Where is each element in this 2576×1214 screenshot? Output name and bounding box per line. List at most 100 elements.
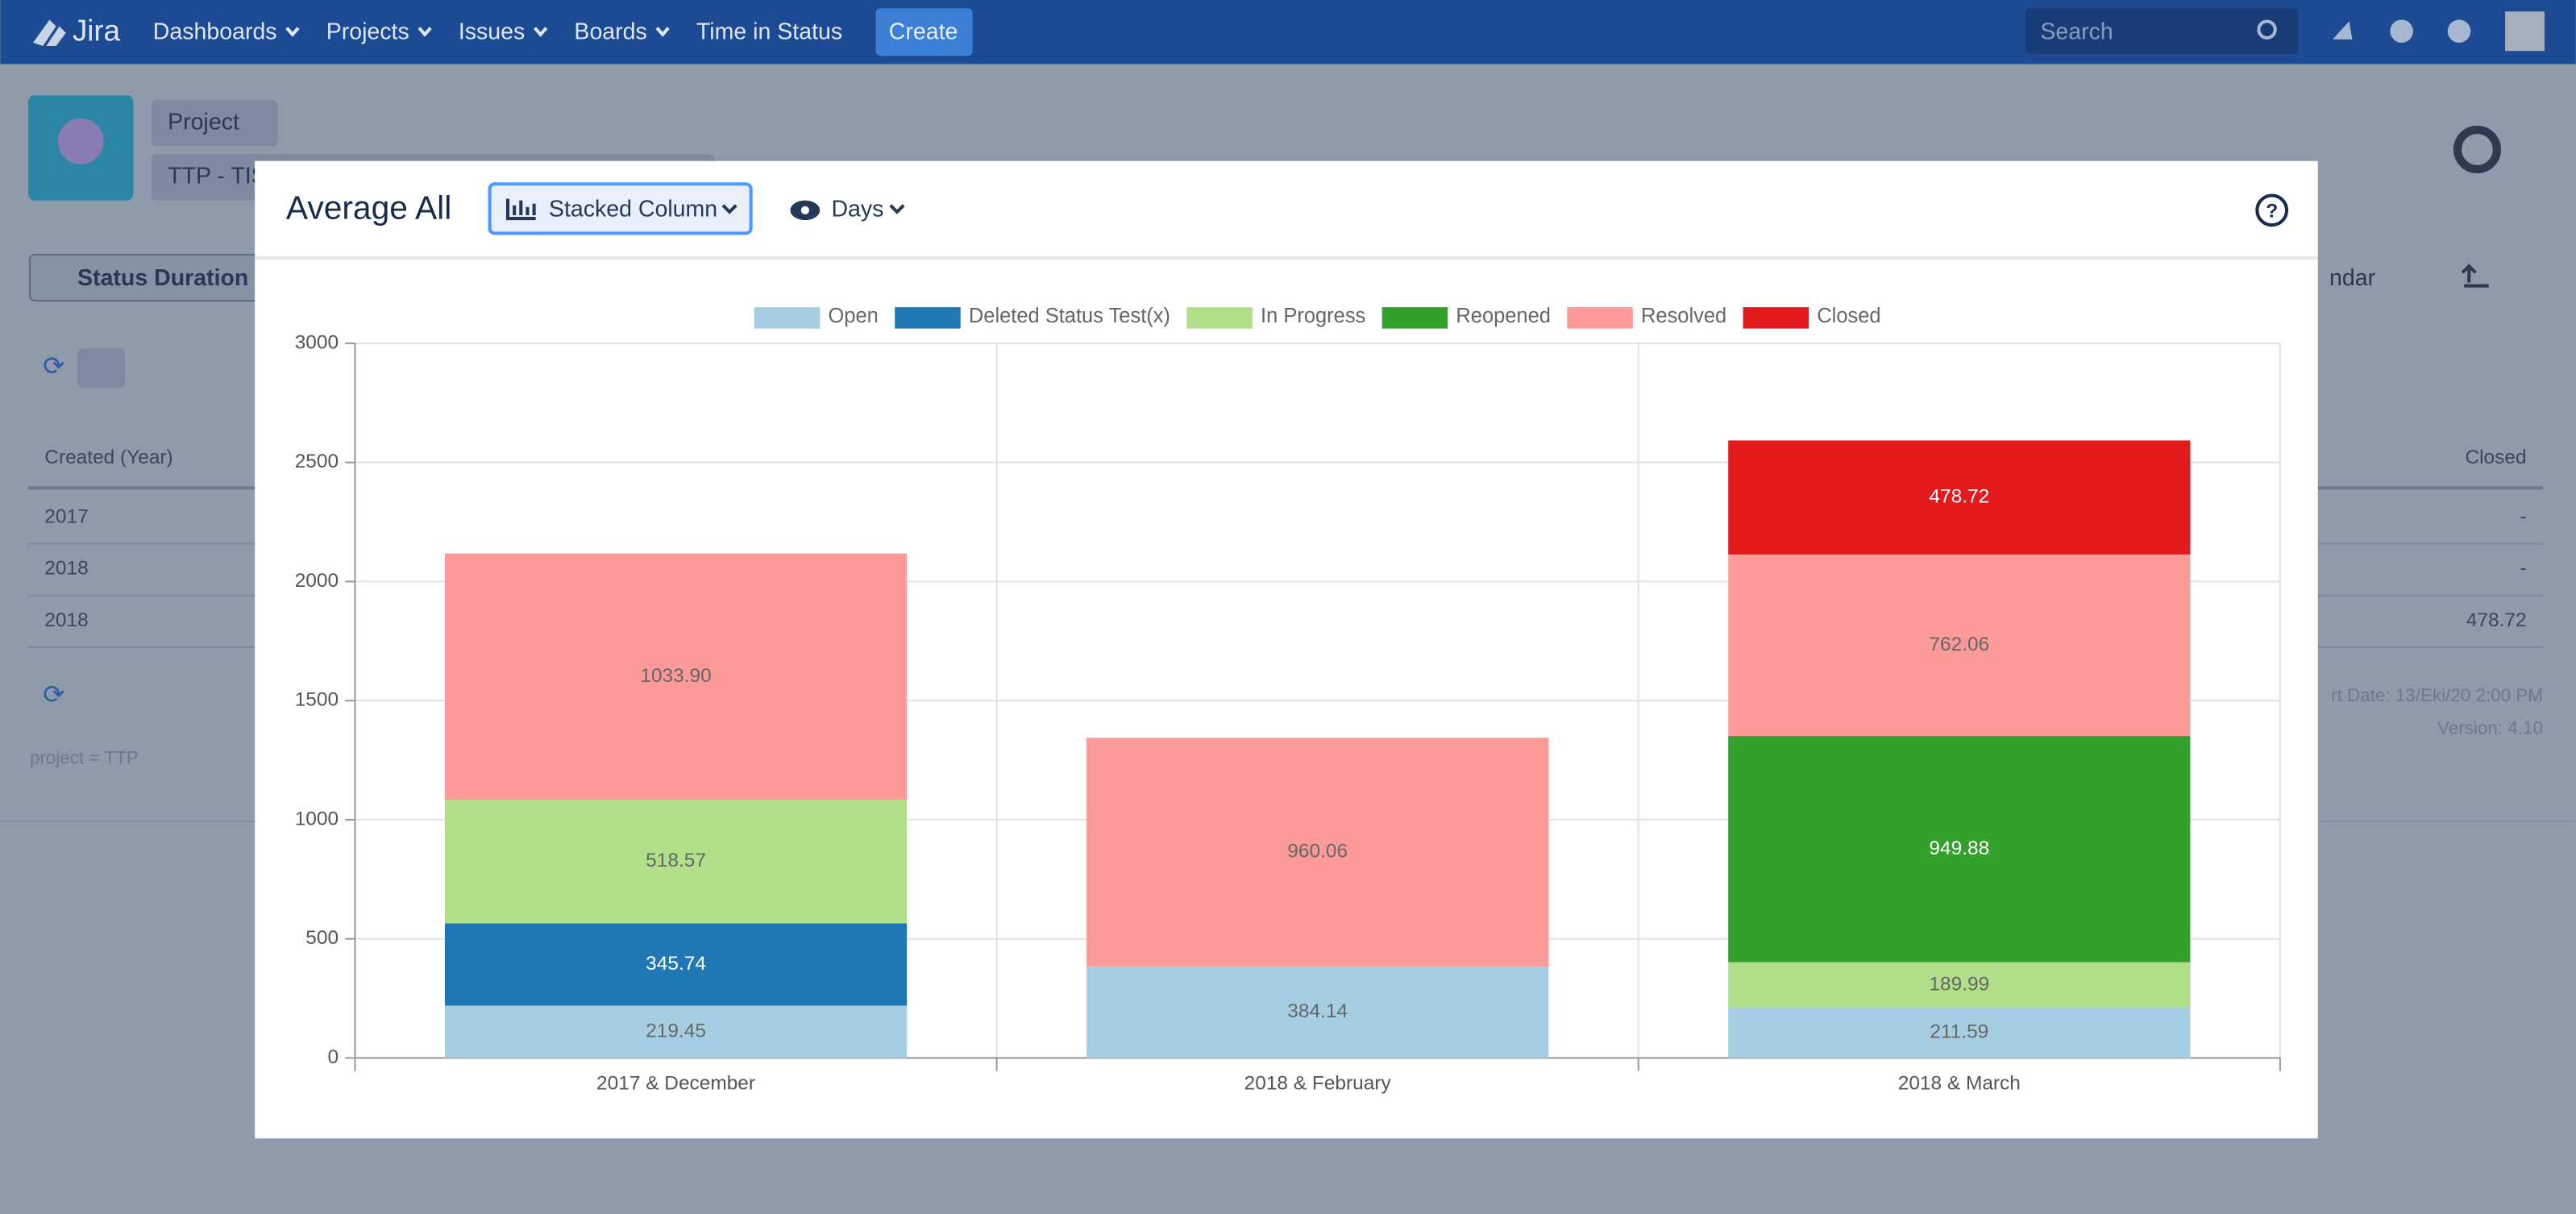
nav-item[interactable]: Issues bbox=[459, 19, 525, 44]
unit-select[interactable]: Days bbox=[831, 196, 883, 222]
bar-segment bbox=[1728, 554, 2191, 737]
status-duration-label: Status Duration bbox=[77, 265, 248, 291]
notifications-icon[interactable] bbox=[2333, 21, 2353, 39]
jira-icon[interactable] bbox=[33, 19, 66, 47]
bar-segment bbox=[444, 1005, 908, 1058]
project-button-label: Project bbox=[168, 109, 239, 135]
help-mark: ? bbox=[2266, 200, 2278, 222]
cell: 478.72 bbox=[2466, 609, 2527, 631]
value-label: 518.57 bbox=[646, 850, 706, 871]
project-avatar-art bbox=[57, 118, 104, 164]
value-label: 345.74 bbox=[646, 953, 706, 975]
column-header: Closed bbox=[2465, 447, 2526, 468]
help-icon[interactable] bbox=[2390, 19, 2413, 43]
nav-item[interactable]: Dashboards bbox=[153, 19, 277, 44]
legend-label: Reopened bbox=[1456, 305, 1551, 327]
refresh-icon[interactable]: ⟳ bbox=[43, 351, 64, 380]
legend: Open Deleted Status Test(x) In Progress Reo… bbox=[754, 305, 1881, 329]
chevron bbox=[533, 27, 548, 37]
chevron bbox=[655, 27, 670, 37]
column-header: Created (Year) bbox=[44, 447, 172, 468]
legend-label: Resolved bbox=[1641, 305, 1726, 327]
chart-type-label: Stacked Column bbox=[549, 196, 717, 222]
legend-swatch bbox=[1567, 307, 1633, 329]
value-label: 219.45 bbox=[646, 1020, 706, 1041]
y-tick-label: 1500 bbox=[295, 689, 339, 711]
x-tick-label: 2018 & February bbox=[1244, 1072, 1392, 1094]
export-icon[interactable] bbox=[2461, 264, 2489, 288]
cell: 2017 bbox=[44, 505, 88, 527]
legend-label: In Progress bbox=[1261, 305, 1365, 327]
chevron bbox=[721, 204, 737, 214]
project-button[interactable] bbox=[151, 100, 278, 147]
nav-item[interactable]: Boards bbox=[574, 19, 646, 44]
bar-segment bbox=[444, 800, 908, 924]
chart-type-select[interactable] bbox=[488, 182, 753, 235]
bar-segment bbox=[1086, 738, 1549, 967]
refresh-icon[interactable]: ⟳ bbox=[43, 680, 64, 709]
bar-segment bbox=[444, 923, 908, 1006]
chevron bbox=[285, 27, 300, 37]
value-label: 478.72 bbox=[1929, 486, 1989, 508]
chart-toggle[interactable] bbox=[77, 348, 126, 388]
project-name: TTP - TIS bbox=[168, 164, 267, 189]
value-label: 1033.90 bbox=[640, 665, 711, 687]
cell: - bbox=[2520, 558, 2526, 580]
search-placeholder: Search bbox=[2040, 19, 2113, 44]
y-tick-label: 1000 bbox=[295, 808, 339, 829]
create-button[interactable] bbox=[875, 8, 973, 56]
bar-segment bbox=[444, 553, 908, 800]
legend-label: Open bbox=[828, 305, 878, 327]
nav-item[interactable]: Projects bbox=[326, 19, 409, 44]
calendar-label: ndar bbox=[2329, 265, 2376, 291]
bar-segment bbox=[1086, 966, 1549, 1058]
legend-label: Closed bbox=[1817, 305, 1880, 327]
legend-swatch bbox=[1743, 307, 1809, 329]
gear-icon[interactable] bbox=[2453, 125, 2501, 173]
legend-label: Deleted Status Test(x) bbox=[969, 305, 1170, 327]
y-tick-label: 500 bbox=[305, 927, 339, 949]
legend-swatch bbox=[1186, 307, 1253, 329]
x-tick-label: 2017 & December bbox=[596, 1072, 755, 1094]
settings-icon[interactable] bbox=[2447, 19, 2471, 43]
avatar[interactable] bbox=[2505, 11, 2545, 52]
nav-item[interactable]: Time in Status bbox=[696, 19, 842, 44]
cell: 2018 bbox=[44, 558, 88, 580]
help-button[interactable] bbox=[2255, 193, 2289, 227]
chart: 0 500 1000 1500 2000 2500 3000 2017 & December 2… bbox=[295, 305, 2281, 1094]
y-tick-label: 0 bbox=[328, 1046, 339, 1068]
value-label: 189.99 bbox=[1929, 973, 1989, 995]
cell: 2018 bbox=[44, 609, 88, 631]
chevron bbox=[889, 204, 905, 214]
chevron bbox=[418, 27, 432, 37]
value-label: 211.59 bbox=[1930, 1021, 1988, 1043]
search-box[interactable] bbox=[2025, 8, 2299, 55]
search-icon[interactable] bbox=[2257, 19, 2277, 39]
eye-pupil bbox=[800, 206, 809, 214]
y-tick-label: 3000 bbox=[295, 331, 339, 353]
report-date: rt Date: 13/Eki/20 2:00 PM bbox=[2331, 685, 2543, 705]
value-label: 762.06 bbox=[1929, 634, 1989, 655]
value-label: 960.06 bbox=[1287, 840, 1348, 862]
bar-segment bbox=[1728, 1007, 2191, 1058]
chart-icon bbox=[505, 198, 536, 221]
bar-segment bbox=[1728, 440, 2191, 555]
cell: - bbox=[2520, 505, 2526, 527]
y-tick-label: 2000 bbox=[295, 570, 339, 592]
value-label: 949.88 bbox=[1929, 838, 1989, 859]
bar-segment bbox=[1728, 962, 2191, 1008]
jql: project = TTP bbox=[30, 747, 139, 767]
create-label: Create bbox=[889, 19, 958, 44]
value-label: 384.14 bbox=[1287, 1000, 1348, 1022]
logo[interactable]: Jira bbox=[73, 14, 121, 47]
x-tick-label: 2018 & March bbox=[1898, 1072, 2021, 1094]
legend-swatch bbox=[1381, 307, 1448, 329]
legend-swatch bbox=[895, 307, 961, 329]
bar-segment bbox=[1728, 736, 2191, 962]
y-tick-label: 2500 bbox=[295, 451, 339, 472]
modal-title: Average All bbox=[286, 189, 451, 227]
version: Version: 4.10 bbox=[2437, 718, 2543, 738]
legend-swatch bbox=[754, 307, 821, 329]
